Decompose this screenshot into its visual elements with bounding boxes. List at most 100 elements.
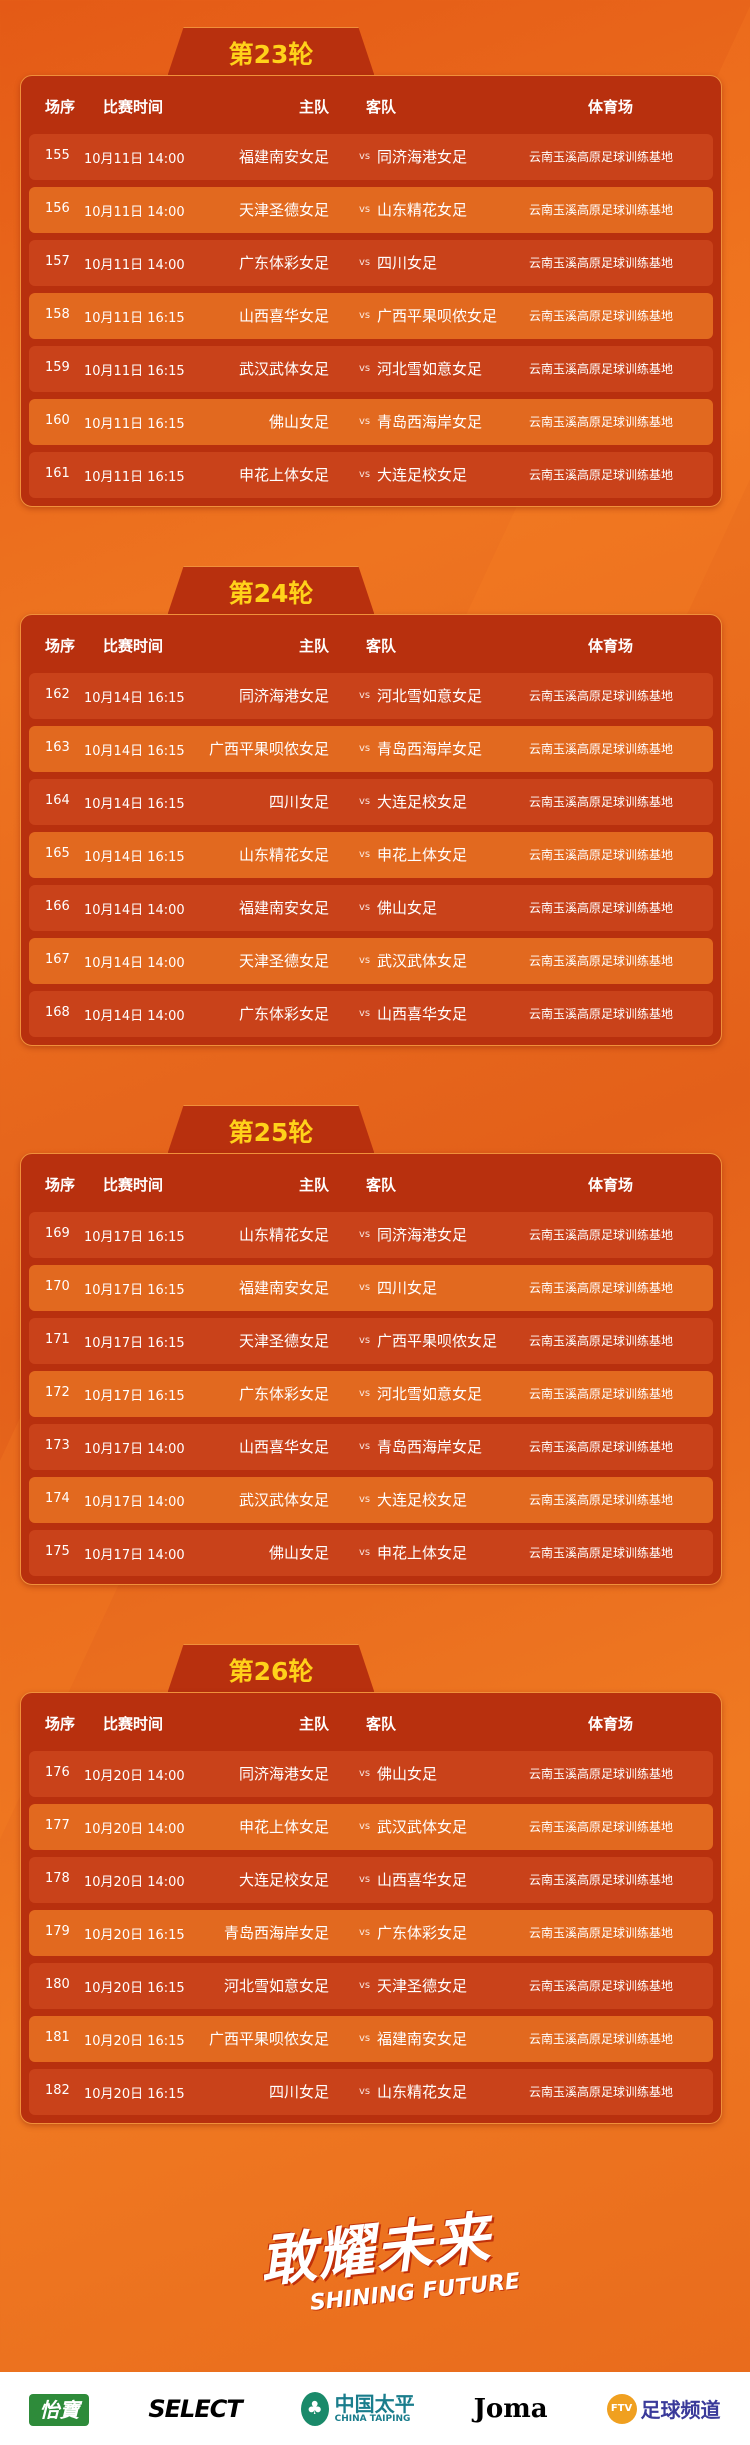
match-time: 10月14日 14:00 xyxy=(84,956,185,971)
sponsor-joma-logo: Joma xyxy=(473,2393,548,2424)
match-time: 10月14日 16:15 xyxy=(84,850,185,865)
match-time: 10月14日 14:00 xyxy=(84,903,185,918)
vs-label: vs xyxy=(359,1335,371,1346)
vs-label: vs xyxy=(359,1874,371,1885)
vs-label: vs xyxy=(359,257,371,268)
home-team: 申花上体女足 xyxy=(238,1818,329,1836)
home-team: 天津圣德女足 xyxy=(238,952,329,970)
away-team: 大连足校女足 xyxy=(377,793,468,811)
table-row: 173 10月17日 14:00 山西喜华女足 vs 青岛西海岸女足 云南玉溪高… xyxy=(29,1424,713,1470)
match-no: 158 xyxy=(45,307,70,322)
home-team: 大连足校女足 xyxy=(238,1871,329,1889)
match-time: 10月11日 16:15 xyxy=(84,470,185,485)
round-0: 第23轮 场序 比赛时间 主队 客队 体育场 155 10月11日 14:00 … xyxy=(20,27,722,507)
vs-label: vs xyxy=(359,416,371,427)
table-row: 172 10月17日 16:15 广东体彩女足 vs 河北雪如意女足 云南玉溪高… xyxy=(29,1371,713,1417)
match-no: 168 xyxy=(45,1005,70,1020)
table-row: 180 10月20日 16:15 河北雪如意女足 vs 天津圣德女足 云南玉溪高… xyxy=(29,1963,713,2009)
venue: 云南玉溪高原足球训练基地 xyxy=(529,362,674,376)
match-time: 10月17日 16:15 xyxy=(84,1283,185,1298)
match-time: 10月20日 14:00 xyxy=(84,1875,185,1890)
header-venue: 体育场 xyxy=(588,1715,634,1733)
header-time: 比赛时间 xyxy=(103,1176,164,1194)
header-venue: 体育场 xyxy=(588,637,634,655)
header-away: 客队 xyxy=(366,98,397,116)
match-no: 155 xyxy=(45,148,70,163)
home-team: 山西喜华女足 xyxy=(238,1438,329,1456)
home-team: 广西平果呗侬女足 xyxy=(208,740,329,758)
vs-label: vs xyxy=(359,796,371,807)
vs-label: vs xyxy=(359,469,371,480)
header-time: 比赛时间 xyxy=(103,1715,164,1733)
venue: 云南玉溪高原足球训练基地 xyxy=(529,954,674,968)
home-team: 佛山女足 xyxy=(268,413,329,431)
table-row: 160 10月11日 16:15 佛山女足 vs 青岛西海岸女足 云南玉溪高原足… xyxy=(29,399,713,445)
venue: 云南玉溪高原足球训练基地 xyxy=(529,1546,674,1560)
sponsor-bar: 怡寶 SELECT ♣ 中国太平 CHINA TAIPING Joma FTV 足… xyxy=(0,2372,750,2445)
home-team: 广西平果呗侬女足 xyxy=(208,2030,329,2048)
home-team: 福建南安女足 xyxy=(238,148,329,166)
away-team: 广西平果呗侬女足 xyxy=(377,1332,498,1350)
match-no: 164 xyxy=(45,793,70,808)
header-home: 主队 xyxy=(298,1176,329,1194)
match-no: 177 xyxy=(45,1818,70,1833)
header-no: 场序 xyxy=(45,98,76,116)
vs-label: vs xyxy=(359,1494,371,1505)
round-3: 第26轮 场序 比赛时间 主队 客队 体育场 176 10月20日 14:00 … xyxy=(20,1644,722,2124)
venue: 云南玉溪高原足球训练基地 xyxy=(529,415,674,429)
sponsor-ftv-logo: FTV 足球频道 xyxy=(606,2393,721,2424)
vs-label: vs xyxy=(359,1229,371,1240)
vs-label: vs xyxy=(359,1821,371,1832)
venue: 云南玉溪高原足球训练基地 xyxy=(529,795,674,809)
home-team: 同济海港女足 xyxy=(238,687,329,705)
away-team: 大连足校女足 xyxy=(377,466,468,484)
venue: 云南玉溪高原足球训练基地 xyxy=(529,468,674,482)
home-team: 佛山女足 xyxy=(268,1544,329,1562)
home-team: 青岛西海岸女足 xyxy=(223,1924,329,1942)
match-no: 176 xyxy=(45,1765,70,1780)
vs-label: vs xyxy=(359,2033,371,2044)
table-row: 170 10月17日 16:15 福建南安女足 vs 四川女足 云南玉溪高原足球… xyxy=(29,1265,713,1311)
match-time: 10月11日 16:15 xyxy=(84,311,185,326)
venue: 云南玉溪高原足球训练基地 xyxy=(529,309,674,323)
schedule-table: 场序 比赛时间 主队 客队 体育场 169 10月17日 16:15 山东精花女… xyxy=(20,1153,722,1585)
home-team: 同济海港女足 xyxy=(238,1765,329,1783)
home-team: 广东体彩女足 xyxy=(238,254,329,272)
match-no: 175 xyxy=(45,1544,70,1559)
vs-label: vs xyxy=(359,1927,371,1938)
match-no: 179 xyxy=(45,1924,70,1939)
match-time: 10月11日 14:00 xyxy=(84,258,185,273)
match-time: 10月20日 14:00 xyxy=(84,1822,185,1837)
vs-label: vs xyxy=(359,690,371,701)
venue: 云南玉溪高原足球训练基地 xyxy=(529,256,674,270)
away-team: 山东精花女足 xyxy=(377,2083,468,2101)
round-title-tab: 第23轮 xyxy=(167,27,375,77)
match-time: 10月11日 14:00 xyxy=(84,205,185,220)
match-no: 162 xyxy=(45,687,70,702)
venue: 云南玉溪高原足球训练基地 xyxy=(529,1820,674,1834)
round-title-tab: 第26轮 xyxy=(167,1644,375,1694)
venue: 云南玉溪高原足球训练基地 xyxy=(529,1228,674,1242)
match-no: 167 xyxy=(45,952,70,967)
vs-label: vs xyxy=(359,1547,371,1558)
home-team: 山西喜华女足 xyxy=(238,307,329,325)
away-team: 四川女足 xyxy=(377,1279,438,1297)
away-team: 申花上体女足 xyxy=(377,1544,468,1562)
away-team: 武汉武体女足 xyxy=(377,952,468,970)
round-title: 第26轮 xyxy=(228,1656,314,1686)
match-time: 10月17日 14:00 xyxy=(84,1442,185,1457)
header-home: 主队 xyxy=(298,1715,329,1733)
match-time: 10月20日 16:15 xyxy=(84,2034,185,2049)
away-team: 同济海港女足 xyxy=(377,148,468,166)
match-time: 10月14日 16:15 xyxy=(84,797,185,812)
home-team: 广东体彩女足 xyxy=(238,1385,329,1403)
table-row: 162 10月14日 16:15 同济海港女足 vs 河北雪如意女足 云南玉溪高… xyxy=(29,673,713,719)
table-header: 场序 比赛时间 主队 客队 体育场 xyxy=(21,615,721,673)
match-no: 180 xyxy=(45,1977,70,1992)
away-team: 广西平果呗侬女足 xyxy=(377,307,498,325)
slogan-logo: 敢耀未来 SHINING FUTURE xyxy=(0,2205,750,2316)
match-time: 10月20日 16:15 xyxy=(84,2087,185,2102)
header-home: 主队 xyxy=(298,98,329,116)
vs-label: vs xyxy=(359,363,371,374)
schedule-table: 场序 比赛时间 主队 客队 体育场 176 10月20日 14:00 同济海港女… xyxy=(20,1692,722,2124)
